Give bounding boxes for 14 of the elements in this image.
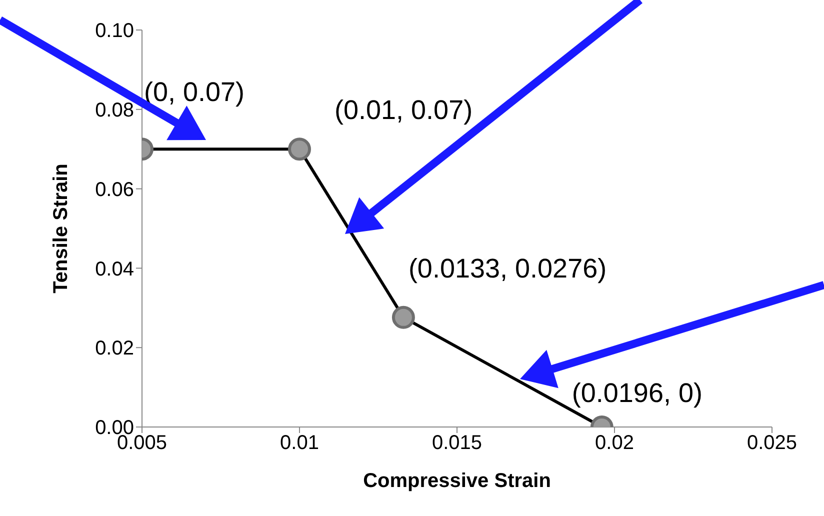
annotation: (0.0133, 0.0276) bbox=[408, 253, 607, 284]
y-tick-label: 0.08 bbox=[95, 100, 134, 122]
y-axis-title: Tensile Strain bbox=[50, 164, 72, 294]
y-tick-label: 0.04 bbox=[95, 258, 134, 280]
x-tick-label: 0.015 bbox=[432, 432, 482, 454]
y-tick-label: 0.06 bbox=[95, 178, 134, 201]
x-tick-label: 0.02 bbox=[595, 432, 634, 454]
annotation: (0.0196, 0) bbox=[572, 378, 702, 408]
annotation: (0.01, 0.07) bbox=[334, 95, 473, 126]
x-tick-label: 0.01 bbox=[280, 432, 319, 454]
y-tick-label: 0.02 bbox=[95, 338, 134, 360]
x-tick-label: 0.025 bbox=[746, 432, 798, 454]
x-axis-title: Compressive Strain bbox=[363, 470, 551, 492]
y-tick-label: 0.10 bbox=[95, 20, 134, 42]
